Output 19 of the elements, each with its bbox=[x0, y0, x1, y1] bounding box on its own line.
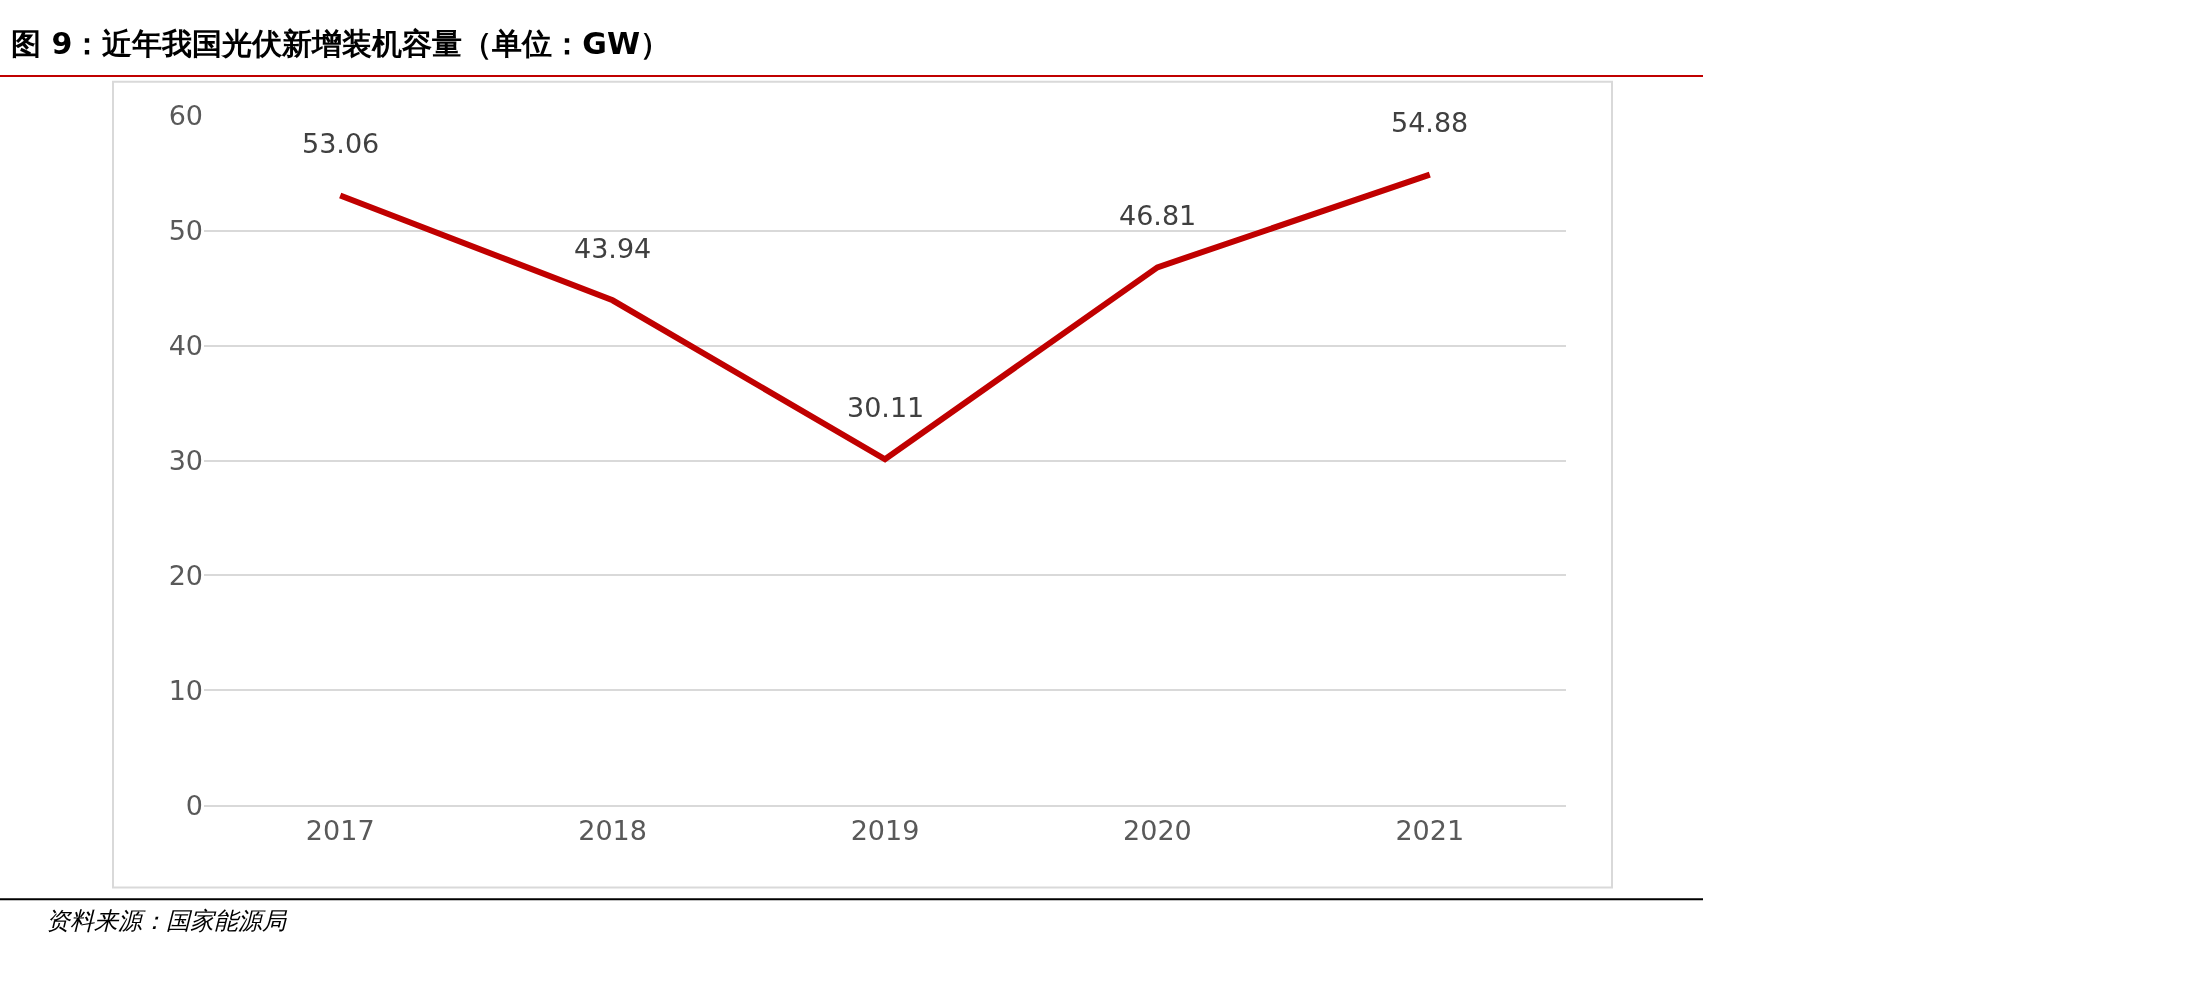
data-label: 46.81 bbox=[1119, 200, 1197, 231]
x-tick-label: 2021 bbox=[1395, 814, 1465, 846]
y-tick-label: 0 bbox=[185, 789, 203, 821]
data-label: 30.11 bbox=[847, 392, 925, 423]
x-tick-label: 2019 bbox=[850, 814, 920, 846]
y-tick-label: 60 bbox=[168, 100, 203, 132]
y-tick-label: 50 bbox=[168, 215, 203, 247]
y-tick-label: 20 bbox=[168, 559, 203, 591]
chart-title: 图 9：近年我国光伏新增装机容量（单位：GW） bbox=[11, 26, 671, 61]
y-tick-label: 10 bbox=[168, 674, 203, 706]
data-label: 54.88 bbox=[1391, 107, 1469, 138]
data-label: 43.94 bbox=[574, 233, 652, 264]
data-label: 53.06 bbox=[302, 128, 380, 159]
y-tick-label: 30 bbox=[168, 444, 203, 476]
text: 资料来源：国家能源局 bbox=[46, 907, 288, 935]
x-tick-label: 2020 bbox=[1123, 814, 1192, 846]
y-tick-label: 40 bbox=[168, 330, 203, 362]
x-tick-label: 2018 bbox=[578, 814, 647, 846]
x-tick-label: 2017 bbox=[305, 814, 375, 846]
